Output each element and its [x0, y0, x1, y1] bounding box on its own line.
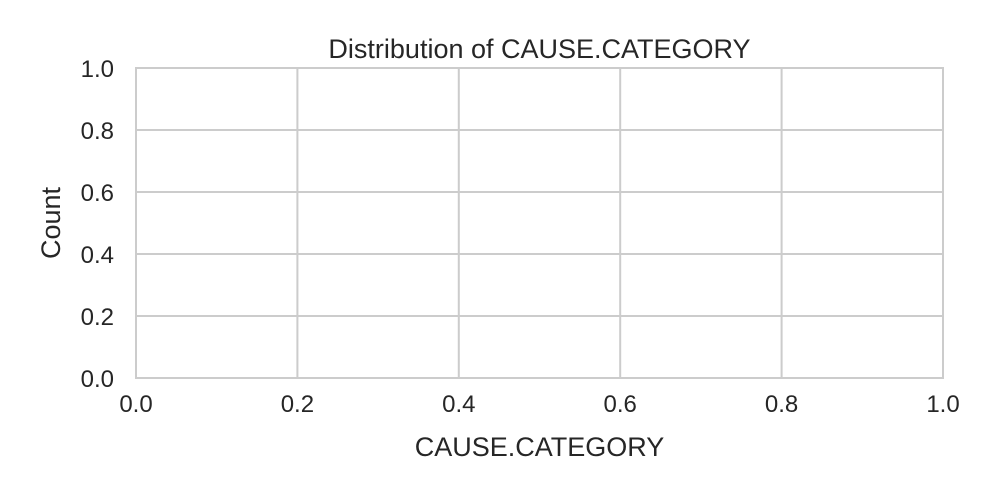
y-tick-label: 0.0	[81, 366, 114, 393]
y-tick-label: 0.2	[81, 304, 114, 331]
x-tick-label: 1.0	[926, 391, 959, 418]
plot-area-frame	[135, 67, 944, 379]
x-tick-label: 0.8	[765, 391, 798, 418]
y-tick-label: 0.6	[81, 180, 114, 207]
x-tick-label: 0.4	[442, 391, 475, 418]
y-tick-labels: 0.0 0.2 0.4 0.6 0.8 1.0	[81, 56, 114, 393]
x-tick-label: 0.2	[281, 391, 314, 418]
chart-title: Distribution of CAUSE.CATEGORY	[328, 34, 750, 64]
x-tick-label: 0.6	[604, 391, 637, 418]
y-tick-label: 1.0	[81, 56, 114, 83]
grid-lines	[135, 67, 944, 379]
y-tick-label: 0.8	[81, 118, 114, 145]
x-axis-label: CAUSE.CATEGORY	[415, 432, 665, 462]
x-tick-labels: 0.0 0.2 0.4 0.6 0.8 1.0	[119, 391, 959, 418]
y-tick-label: 0.4	[81, 242, 114, 269]
x-tick-label: 0.0	[119, 391, 152, 418]
y-axis-label: Count	[36, 186, 66, 259]
